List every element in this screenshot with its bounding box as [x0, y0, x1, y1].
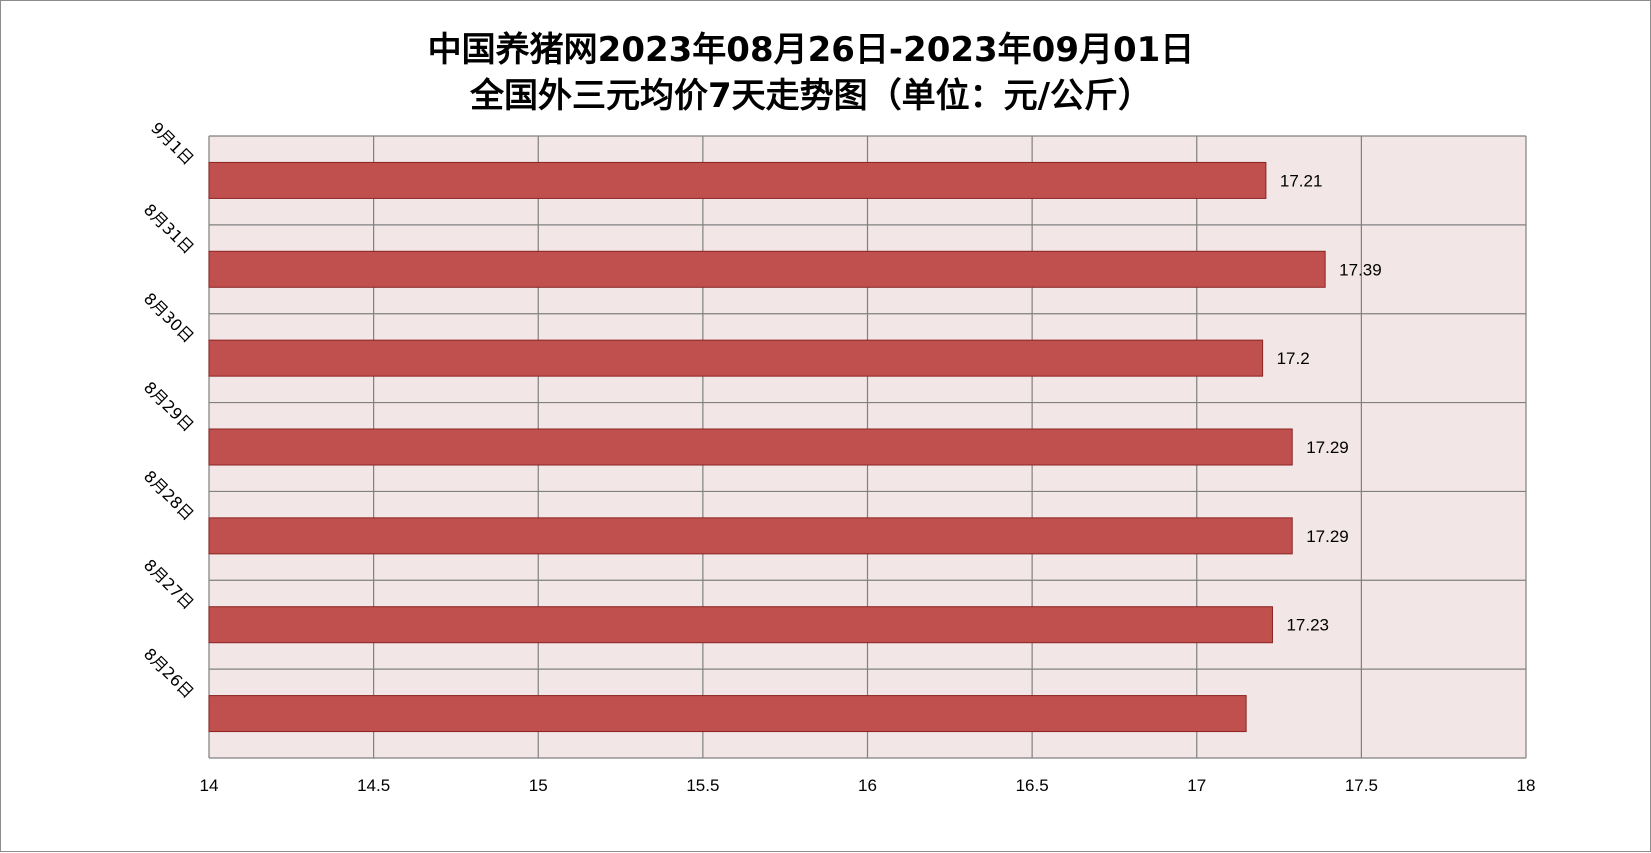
- chart-title-line-1: 中国养猪网2023年08月26日-2023年09月01日: [428, 30, 1195, 70]
- data-label: 17.23: [1286, 616, 1329, 635]
- data-label: 17.29: [1306, 527, 1349, 546]
- y-tick-label: 8月31日: [140, 200, 198, 258]
- data-label: 17.21: [1280, 171, 1323, 190]
- bar: [208, 428, 1293, 466]
- y-tick-label: 8月30日: [140, 289, 198, 347]
- y-tick-label: 9月1日: [147, 118, 197, 168]
- bar: [208, 606, 1273, 644]
- x-tick-label: 18: [1517, 776, 1536, 795]
- x-tick-label: 14.5: [357, 776, 390, 795]
- data-label: 17.39: [1339, 260, 1382, 279]
- data-label: 17.29: [1306, 438, 1349, 457]
- x-tick-label: 15.5: [686, 776, 719, 795]
- y-tick-label: 8月26日: [140, 644, 198, 702]
- y-axis-tick-labels: 9月1日 8月31日 8月30日 8月29日 8月28日 8月27日 8月26日: [140, 118, 198, 702]
- x-tick-label: 17: [1187, 776, 1206, 795]
- y-tick-label: 8月27日: [140, 555, 198, 613]
- data-label: 17.2: [1277, 349, 1310, 368]
- x-tick-label: 16: [858, 776, 877, 795]
- bar: [208, 250, 1326, 288]
- x-tick-label: 17.5: [1345, 776, 1378, 795]
- x-tick-label: 16.5: [1016, 776, 1049, 795]
- data-labels: 17.21 17.39 17.2 17.29 17.29 17.23: [1277, 171, 1382, 634]
- bar: [208, 695, 1247, 733]
- grid-lines: [208, 135, 1527, 759]
- x-tick-label: 14: [200, 776, 219, 795]
- bar: [208, 161, 1267, 199]
- y-tick-label: 8月29日: [140, 378, 198, 436]
- x-axis-tick-labels: 14 14.5 15 15.5 16 16.5 17 17.5 18: [200, 776, 1536, 795]
- chart-title-line-2: 全国外三元均价7天走势图（单位：元/公斤）: [469, 76, 1152, 116]
- x-tick-label: 15: [529, 776, 548, 795]
- bars: [208, 161, 1326, 733]
- y-tick-label: 8月28日: [140, 467, 198, 525]
- bar: [208, 339, 1264, 377]
- bar: [208, 517, 1293, 555]
